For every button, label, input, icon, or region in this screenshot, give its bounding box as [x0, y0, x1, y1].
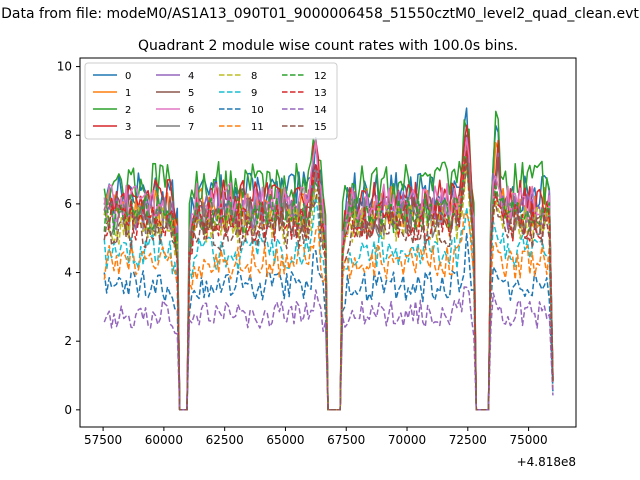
- x-tick-label: 57500: [84, 433, 122, 447]
- legend-label-8: 8: [251, 71, 257, 82]
- x-tick-label: 60000: [145, 433, 183, 447]
- y-tick-label: 10: [57, 60, 72, 74]
- legend-label-12: 12: [314, 71, 327, 82]
- x-offset-label: +4.818e8: [517, 455, 576, 469]
- x-tick-label: 75000: [509, 433, 547, 447]
- figure-suptitle: Data from file: modeM0/AS1A13_090T01_900…: [1, 6, 639, 22]
- x-tick-label: 70000: [388, 433, 426, 447]
- x-tick-label: 72500: [449, 433, 487, 447]
- y-tick-label: 4: [64, 266, 72, 280]
- legend-label-10: 10: [251, 105, 264, 116]
- legend-label-4: 4: [188, 71, 194, 82]
- series-line-11: [103, 212, 554, 411]
- legend-label-9: 9: [251, 88, 257, 99]
- chart-title: Quadrant 2 module wise count rates with …: [138, 38, 518, 54]
- series-line-6: [103, 136, 554, 411]
- series-line-14: [103, 286, 554, 411]
- legend-label-11: 11: [251, 122, 264, 133]
- series-layer: [103, 107, 554, 411]
- legend-label-6: 6: [188, 105, 194, 116]
- y-tick-label: 2: [64, 334, 72, 348]
- legend-box: [84, 62, 338, 140]
- legend-label-13: 13: [314, 88, 327, 99]
- x-tick-label: 62500: [206, 433, 244, 447]
- axes-layer: 57500 60000 62500 65000 67500 70000 72500 75000…: [57, 60, 548, 447]
- y-tick-label: 6: [64, 197, 72, 211]
- legend-label-3: 3: [125, 122, 131, 133]
- legend-label-0: 0: [125, 71, 131, 82]
- legend-label-15: 15: [314, 122, 327, 133]
- series-line-15: [103, 156, 554, 411]
- series-line-7: [103, 162, 554, 411]
- x-tick-label: 67500: [327, 433, 365, 447]
- series-line-0: [103, 107, 554, 411]
- series-line-10: [103, 232, 554, 411]
- x-tick-label: 65000: [266, 433, 304, 447]
- legend-label-5: 5: [188, 88, 194, 99]
- legend-label-2: 2: [125, 105, 131, 116]
- y-tick-label: 8: [64, 128, 72, 142]
- legend-label-1: 1: [125, 88, 131, 99]
- series-line-3: [103, 124, 554, 411]
- legend-label-14: 14: [314, 105, 327, 116]
- y-tick-label: 0: [64, 403, 72, 417]
- legend-label-7: 7: [188, 122, 194, 133]
- plot-frame: [79, 57, 577, 428]
